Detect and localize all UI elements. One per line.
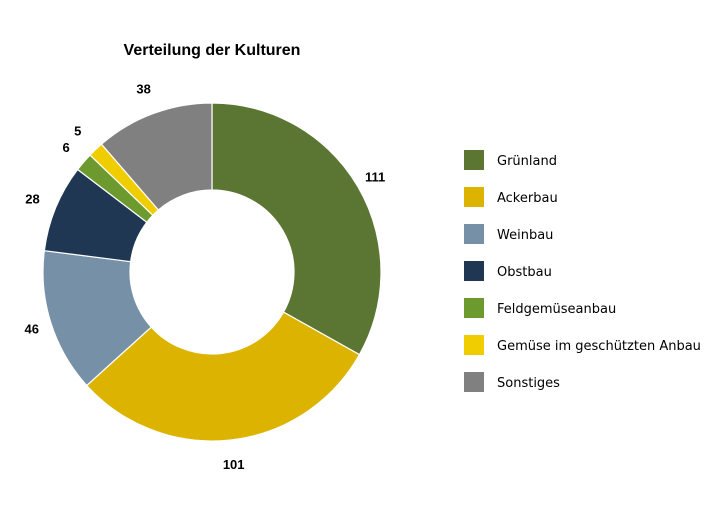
slice-sonstiges bbox=[100, 102, 213, 211]
data-label: 101 bbox=[223, 457, 245, 472]
data-label: 5 bbox=[74, 124, 81, 139]
legend-label: Ackerbau bbox=[497, 191, 558, 206]
legend-swatch bbox=[464, 187, 484, 207]
legend: Grünland Ackerbau Weinbau Obstbau Feldgemüse… bbox=[464, 150, 701, 392]
data-label: 6 bbox=[63, 140, 70, 155]
legend-label: Obstbau bbox=[497, 265, 552, 280]
legend-label: Sonstiges bbox=[497, 376, 560, 391]
legend-swatch bbox=[464, 261, 484, 281]
slice-ackerbau bbox=[85, 311, 361, 442]
legend-swatch bbox=[464, 224, 484, 244]
data-labels: 111 101 46 28 65 38 bbox=[24, 81, 385, 471]
donut-slices bbox=[42, 102, 382, 442]
legend-label: Gemüse im geschützten Anbau bbox=[497, 339, 701, 354]
data-label: 38 bbox=[136, 81, 150, 96]
legend-swatch bbox=[464, 298, 484, 318]
legend-label: Grünland bbox=[497, 154, 557, 169]
slice-grünland bbox=[211, 102, 382, 356]
data-label: 46 bbox=[24, 322, 38, 337]
chart-title: Verteilung der Kulturen bbox=[124, 42, 301, 59]
legend-label: Weinbau bbox=[497, 228, 553, 243]
legend-swatch bbox=[464, 335, 484, 355]
legend-swatch bbox=[464, 372, 484, 392]
legend-label: Feldgemüseanbau bbox=[497, 302, 616, 317]
data-label: 28 bbox=[25, 191, 39, 206]
data-label: 111 bbox=[365, 169, 385, 184]
legend-swatch bbox=[464, 150, 484, 170]
